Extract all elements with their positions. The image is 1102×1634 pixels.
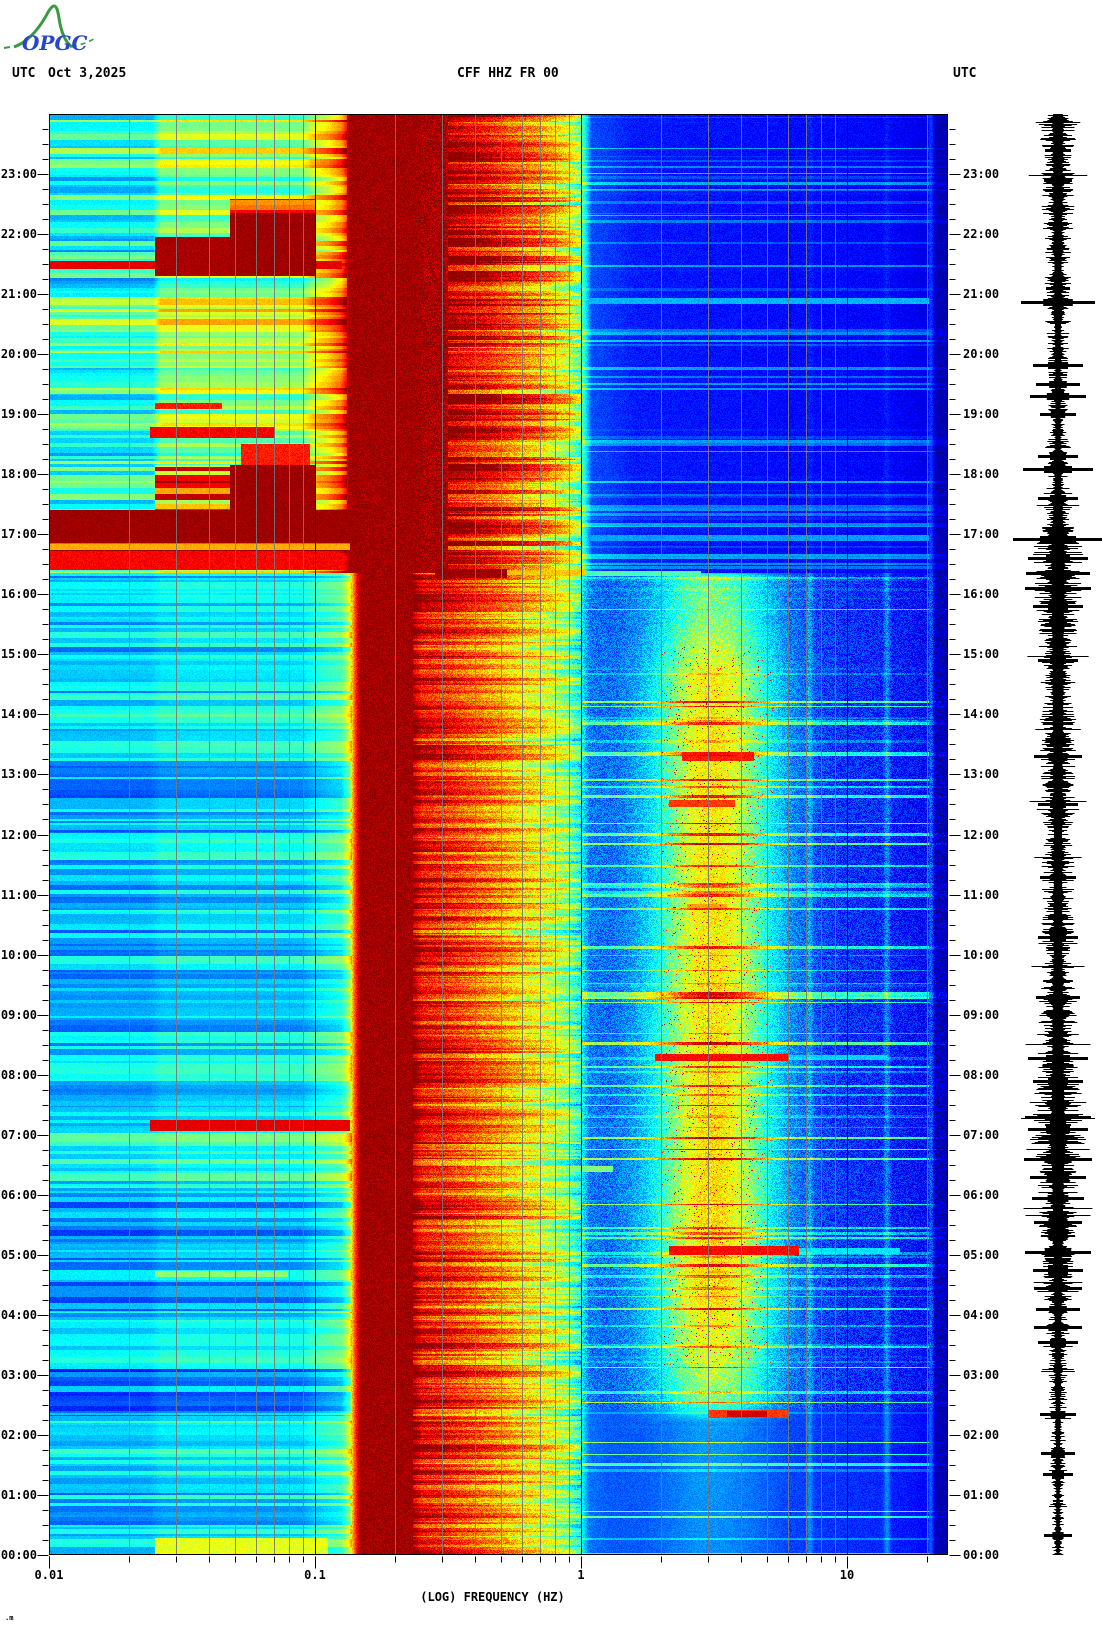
freq-label-10: 10: [839, 1568, 855, 1582]
time-label-right: 01:00: [963, 1487, 1000, 1502]
time-label-right: 03:00: [963, 1367, 1000, 1382]
time-label-right: 21:00: [963, 287, 1000, 302]
time-label-right: 02:00: [963, 1427, 1000, 1442]
time-label-right: 09:00: [963, 1007, 1000, 1022]
time-label-right: 16:00: [963, 587, 1000, 602]
freq-label-0p01: 0.01: [34, 1568, 64, 1582]
time-label-right: 07:00: [963, 1127, 1000, 1142]
time-label-left: 06:00: [0, 1187, 37, 1202]
time-label-right: 08:00: [963, 1067, 1000, 1082]
time-label-right: 06:00: [963, 1187, 1000, 1202]
time-label-left: 14:00: [0, 707, 37, 722]
time-label-left: 07:00: [0, 1127, 37, 1142]
time-label-left: 13:00: [0, 767, 37, 782]
time-label-right: 05:00: [963, 1247, 1000, 1262]
time-label-left: 12:00: [0, 827, 37, 842]
time-label-left: 22:00: [0, 227, 37, 242]
time-label-left: 11:00: [0, 887, 37, 902]
time-label-right: 22:00: [963, 227, 1000, 242]
time-label-right: 11:00: [963, 887, 1000, 902]
time-label-right: 18:00: [963, 467, 1000, 482]
freq-label-0p1: 0.1: [304, 1568, 326, 1582]
time-label-left: 19:00: [0, 407, 37, 422]
time-label-left: 17:00: [0, 527, 37, 542]
time-label-left: 00:00: [0, 1548, 37, 1562]
time-label-right: 14:00: [963, 707, 1000, 722]
corner-mark: .m: [5, 1614, 14, 1622]
time-label-right: 13:00: [963, 767, 1000, 782]
time-label-right: 04:00: [963, 1307, 1000, 1322]
time-label-right: 12:00: [963, 827, 1000, 842]
time-label-right: 23:00: [963, 167, 1000, 182]
time-label-left: 15:00: [0, 647, 37, 662]
time-label-right: 17:00: [963, 527, 1000, 542]
time-label-left: 23:00: [0, 167, 37, 182]
time-label-left: 08:00: [0, 1067, 37, 1082]
spectrogram-canvas: [49, 114, 948, 1555]
freq-label-1: 1: [577, 1568, 585, 1582]
time-label-left: 05:00: [0, 1247, 37, 1262]
time-label-right: 10:00: [963, 947, 1000, 962]
time-label-right: 15:00: [963, 647, 1000, 662]
time-label-left: 02:00: [0, 1427, 37, 1442]
time-label-right: 20:00: [963, 347, 1000, 362]
time-label-right: 00:00: [963, 1548, 1000, 1562]
time-label-left: 10:00: [0, 947, 37, 962]
time-label-left: 04:00: [0, 1307, 37, 1322]
time-label-left: 21:00: [0, 287, 37, 302]
time-label-left: 01:00: [0, 1487, 37, 1502]
seismogram-canvas: [996, 114, 1102, 1555]
time-label-left: 16:00: [0, 587, 37, 602]
time-label-left: 18:00: [0, 467, 37, 482]
time-label-right: 19:00: [963, 407, 1000, 422]
time-label-left: 03:00: [0, 1367, 37, 1382]
time-label-left: 20:00: [0, 347, 37, 362]
frequency-axis-label: (LOG) FREQUENCY (HZ): [420, 1590, 565, 1604]
time-label-left: 09:00: [0, 1007, 37, 1022]
